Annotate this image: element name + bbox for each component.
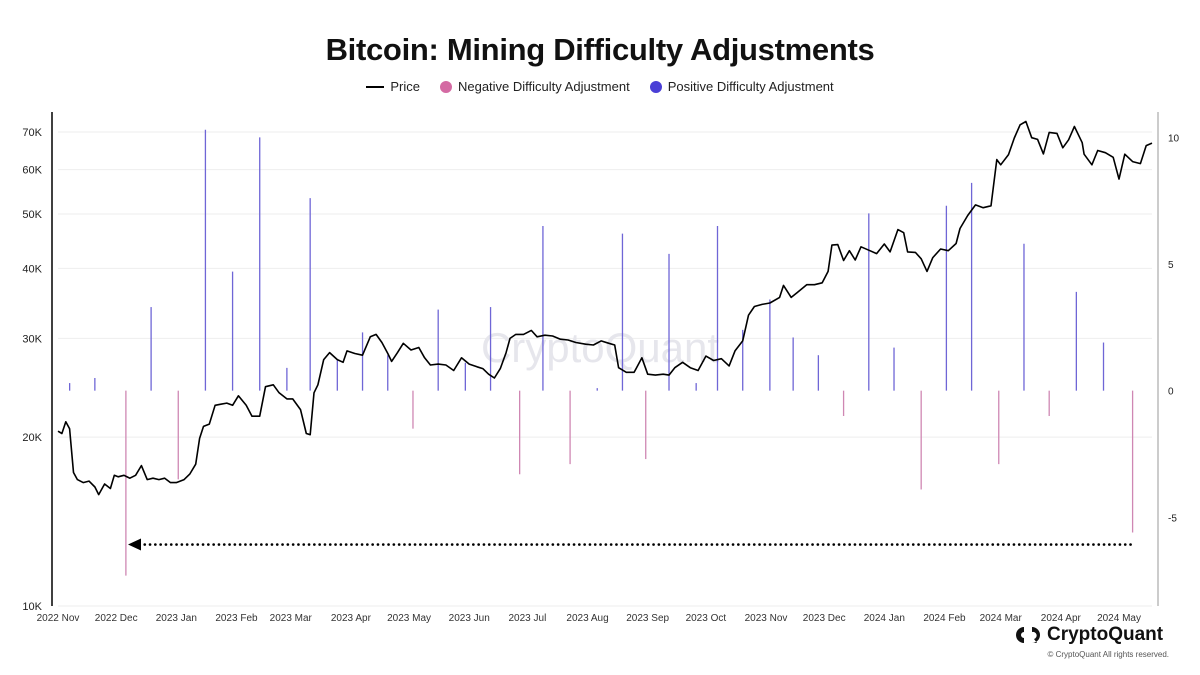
- copyright-text: © CryptoQuant All rights reserved.: [1047, 650, 1170, 659]
- negative-dot-swatch: [439, 80, 452, 93]
- x-tick-label: 2023 Jan: [156, 613, 197, 624]
- left-tick-label: 40K: [22, 263, 42, 275]
- x-tick-label: 2023 Mar: [270, 613, 313, 624]
- left-tick-label: 30K: [22, 333, 42, 345]
- left-tick-label: 20K: [22, 432, 42, 444]
- x-tick-label: 2022 Nov: [37, 613, 80, 624]
- annotation-arrow: [128, 538, 1132, 551]
- cryptoquant-logo-icon: [1016, 627, 1040, 643]
- price-line-swatch: [366, 85, 385, 88]
- difficulty-bars: [68, 129, 1134, 576]
- x-tick-label: 2023 May: [387, 613, 431, 624]
- x-tick-label: 2023 Jul: [509, 613, 547, 624]
- chart-title: Bitcoin: Mining Difficulty Adjustments: [325, 32, 875, 67]
- left-tick-label: 50K: [22, 209, 42, 221]
- x-tick-label: 2023 Jun: [449, 613, 490, 624]
- x-tick-label: 2023 Oct: [686, 613, 727, 624]
- legend-negative[interactable]: Negative Difficulty Adjustment: [439, 79, 630, 94]
- x-tick-label: 2023 Apr: [331, 613, 372, 624]
- x-tick-label: 2024 May: [1097, 613, 1141, 624]
- x-tick-label: 2023 Aug: [566, 613, 608, 624]
- legend-positive[interactable]: Positive Difficulty Adjustment: [649, 79, 834, 94]
- x-tick-label: 2024 Apr: [1041, 613, 1082, 624]
- x-tick-label: 2024 Mar: [980, 613, 1023, 624]
- legend-negative-label: Negative Difficulty Adjustment: [457, 79, 630, 94]
- right-axis-labels: 10 5 0 -5: [1168, 133, 1180, 524]
- price-line: [57, 120, 1153, 496]
- positive-dot-swatch: [649, 80, 662, 93]
- arrowhead-left-icon: [128, 538, 141, 551]
- right-tick-label: 10: [1168, 133, 1180, 144]
- left-axis-labels: 10K 20K 30K 40K 50K 60K 70K: [22, 127, 42, 613]
- legend-price[interactable]: Price: [366, 79, 420, 94]
- x-tick-label: 2023 Nov: [745, 613, 788, 624]
- x-tick-label: 2023 Dec: [803, 613, 846, 624]
- right-tick-label: -5: [1168, 513, 1177, 524]
- legend-price-label: Price: [390, 79, 420, 94]
- brand-name: CryptoQuant: [1047, 624, 1164, 645]
- legend: Price Negative Difficulty Adjustment Pos…: [0, 79, 1200, 94]
- x-tick-label: 2024 Feb: [923, 613, 966, 624]
- x-tick-label: 2023 Feb: [215, 613, 258, 624]
- x-axis-labels: 2022 Nov 2022 Dec 2023 Jan 2023 Feb 2023 Mar…: [37, 613, 1141, 624]
- right-tick-label: 5: [1168, 260, 1174, 271]
- left-tick-label: 70K: [22, 127, 42, 139]
- legend-positive-label: Positive Difficulty Adjustment: [667, 79, 834, 94]
- x-tick-label: 2024 Jan: [864, 613, 905, 624]
- brand-logo: CryptoQuant: [1015, 624, 1163, 646]
- x-tick-label: 2023 Sep: [626, 613, 669, 624]
- right-tick-label: 0: [1168, 387, 1174, 398]
- left-tick-label: 10K: [22, 601, 42, 613]
- watermark: CryptoQuant: [481, 324, 719, 371]
- x-tick-label: 2022 Dec: [95, 613, 138, 624]
- left-tick-label: 60K: [22, 165, 42, 177]
